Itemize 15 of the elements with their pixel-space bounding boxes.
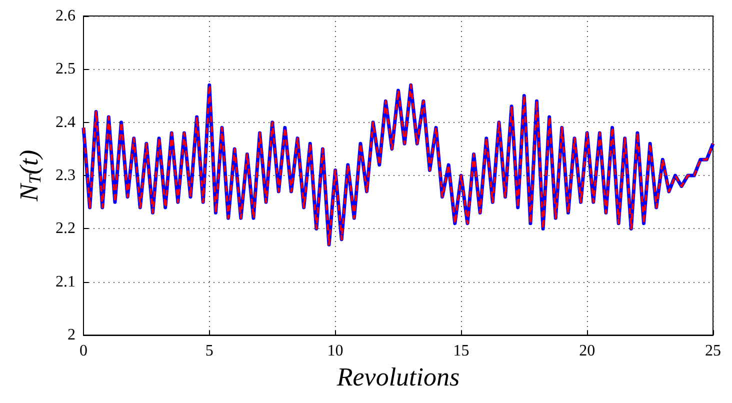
x-tick-label: 5 xyxy=(205,342,214,360)
y-tick-label: 2.4 xyxy=(56,114,76,131)
x-tick-label: 25 xyxy=(705,342,721,360)
x-tick-label: 15 xyxy=(453,342,470,360)
y-tick-label: 2 xyxy=(68,326,76,344)
y-tick-label: 2.1 xyxy=(56,273,76,290)
x-tick-label: 10 xyxy=(327,342,344,360)
y-tick-label: 2.6 xyxy=(56,8,76,24)
y-tick-label: 2.5 xyxy=(56,60,76,78)
x-axis-title: Revolutions xyxy=(336,362,460,392)
y-tick-label: 2.2 xyxy=(56,220,76,238)
y-axis-title: NT(t) xyxy=(14,150,44,202)
x-tick-label: 0 xyxy=(80,342,88,360)
x-tick-label: 20 xyxy=(579,342,596,360)
y-tick-label: 2.3 xyxy=(56,167,76,184)
